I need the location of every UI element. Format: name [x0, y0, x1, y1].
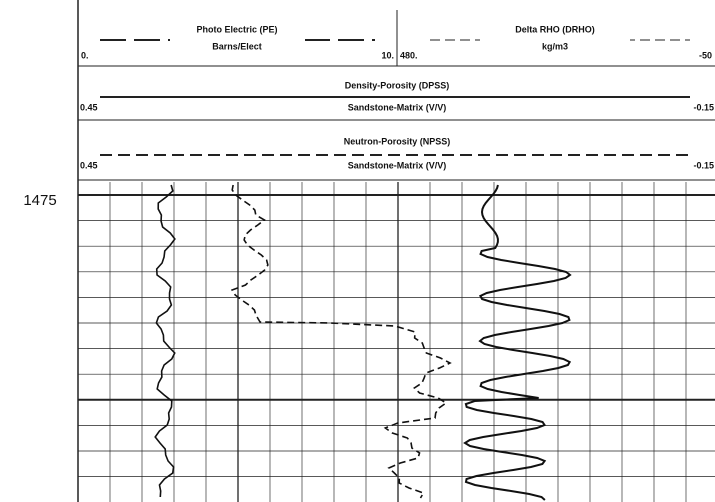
- pe-curve: [154, 184, 176, 498]
- scale-left: 0.45: [80, 160, 98, 170]
- curve-unit: Sandstone-Matrix (V/V): [348, 160, 447, 170]
- curve-title: Neutron-Porosity (NPSS): [344, 136, 451, 146]
- scale-left: 0.: [81, 50, 89, 60]
- track-title: Photo Electric (PE): [196, 24, 277, 34]
- label-bg: [300, 136, 495, 148]
- scale-right: -0.15: [693, 102, 714, 112]
- depth-label: 1475: [23, 192, 56, 209]
- label-bg: [300, 80, 495, 92]
- label-bg: [170, 22, 305, 52]
- npss-curve: [230, 184, 452, 499]
- curve-unit: Sandstone-Matrix (V/V): [348, 102, 447, 112]
- header: [77, 0, 715, 502]
- scale-right: -50: [699, 50, 712, 60]
- track-unit: kg/m3: [542, 41, 568, 51]
- dpss-curve: [463, 184, 572, 501]
- curves: [154, 184, 572, 501]
- track-title: Delta RHO (DRHO): [515, 24, 595, 34]
- label-bg: [300, 160, 495, 172]
- scale-left: 0.45: [80, 102, 98, 112]
- track-unit: Barns/Elect: [212, 41, 262, 51]
- label-bg: [300, 102, 495, 114]
- label-backgrounds: [170, 22, 630, 172]
- grid: [78, 182, 715, 502]
- curve-title: Density-Porosity (DPSS): [345, 80, 450, 90]
- scale-left: 480.: [400, 50, 418, 60]
- scale-right: 10.: [381, 50, 394, 60]
- label-bg: [480, 22, 630, 52]
- scale-right: -0.15: [693, 160, 714, 170]
